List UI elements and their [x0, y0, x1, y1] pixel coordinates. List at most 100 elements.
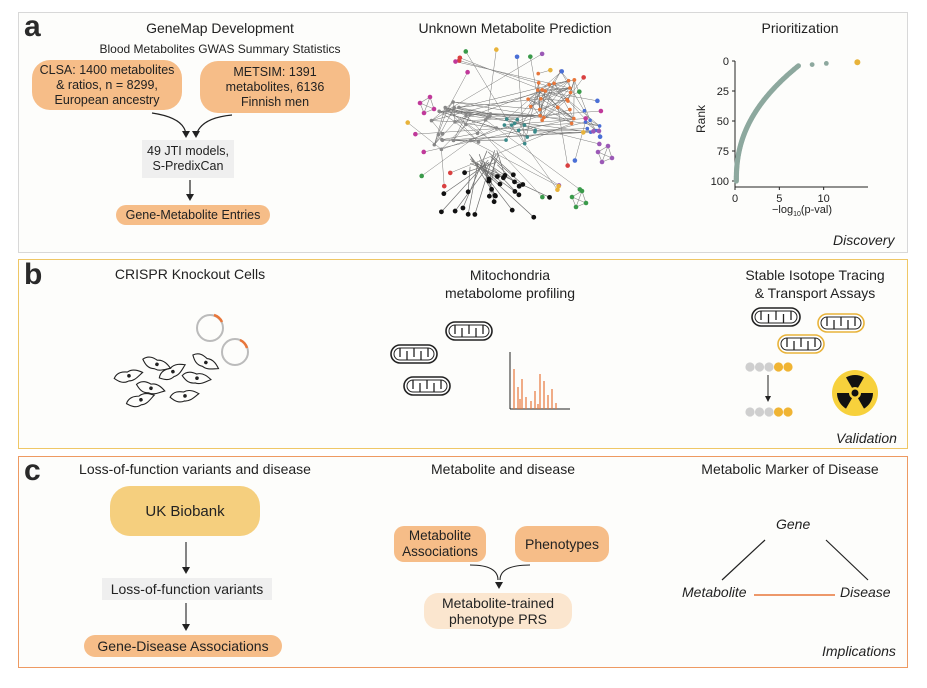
x-tick-label: 5: [776, 193, 782, 205]
outer-edge: [470, 140, 559, 187]
phenotypes-arrow: [499, 564, 531, 581]
network-node: [429, 118, 434, 123]
mitochondrion-icon: [390, 344, 438, 364]
jti-line-1: 49 JTI models,: [147, 144, 229, 158]
tree-node: [472, 212, 478, 217]
labeled-bead: [783, 362, 793, 372]
tree-node: [486, 178, 492, 184]
unlabeled-bead: [764, 407, 774, 417]
outer-node: [597, 134, 603, 140]
motif-edge: [571, 196, 587, 204]
prioritization-title: Prioritization: [761, 20, 839, 36]
outer-node: [514, 54, 520, 60]
outer-edge: [566, 77, 584, 100]
network-node: [582, 108, 587, 113]
unknown-metabolite-title: Unknown Metabolite Prediction: [418, 20, 612, 36]
network-node: [451, 138, 456, 143]
network-node: [464, 113, 468, 118]
network-node: [538, 113, 542, 118]
trefoil-blade: [837, 393, 852, 409]
network-edge: [553, 83, 575, 119]
metsim-line-2: metabolites, 6136: [225, 79, 325, 94]
motif-edge: [423, 96, 431, 114]
merge-arrowhead-1: [182, 131, 190, 138]
outer-edge: [487, 49, 497, 118]
outer-node: [419, 173, 424, 179]
outer-edge: [459, 57, 568, 100]
network-node: [585, 126, 590, 131]
tree-node: [486, 193, 492, 199]
clsa-line-2: & ratios, n = 8299,: [56, 77, 158, 92]
trefoil-blade: [846, 375, 864, 388]
tree-node: [512, 179, 517, 185]
mitochondria-icons: [390, 307, 865, 396]
tracing-arrowhead: [765, 396, 771, 402]
tree-node: [439, 209, 444, 215]
tree-node: [509, 207, 515, 213]
outer-node: [494, 47, 499, 52]
motif-node: [421, 110, 427, 116]
network-node: [516, 128, 521, 133]
network-node: [475, 131, 480, 136]
network-node: [536, 88, 540, 92]
network-node: [440, 138, 445, 143]
cell-nucleus: [171, 369, 175, 374]
outer-edge: [421, 140, 471, 177]
unlabeled-bead: [745, 362, 755, 372]
network-node: [566, 78, 571, 83]
outer-node: [540, 194, 545, 200]
panel-validation: [18, 259, 908, 449]
outer-edge: [534, 131, 584, 133]
merge-arrowhead-2: [192, 131, 200, 138]
network-edge: [545, 90, 558, 108]
outer-node: [556, 183, 561, 189]
network-node: [522, 123, 527, 127]
network-node: [528, 104, 533, 109]
cell-nucleus: [149, 386, 153, 391]
motif-node: [583, 200, 589, 206]
knockout-cells-icon: [113, 353, 220, 408]
gene-disease-edge: [825, 539, 869, 581]
labeled-bead: [783, 407, 793, 417]
network-node: [432, 142, 437, 147]
network-node: [476, 140, 481, 144]
tree-node: [502, 173, 508, 178]
motif-node: [595, 149, 601, 155]
metabolite-label: Metabolite: [682, 584, 747, 600]
plasmid-icon-2: [221, 338, 249, 366]
network-node: [457, 105, 461, 110]
network-edge: [543, 109, 570, 118]
outer-edge: [415, 123, 572, 135]
panel-letter-a: a: [24, 10, 41, 43]
cell-icon: [169, 389, 200, 403]
cell-outline: [169, 389, 200, 403]
tree-edge: [464, 162, 496, 174]
network-node: [536, 71, 541, 76]
tree-edge: [476, 162, 501, 185]
network-edge: [518, 130, 525, 144]
mass-spectrum-icon: [509, 352, 570, 410]
cell-icon: [135, 381, 166, 395]
network-edge: [434, 121, 456, 145]
network-edge: [453, 101, 540, 110]
tree-node: [516, 192, 522, 198]
y-tick-label: 75: [717, 146, 729, 158]
motif-edge: [575, 190, 583, 208]
lof-arrowhead: [182, 624, 190, 631]
cell-nucleus: [204, 360, 208, 365]
y-tick-label: 100: [711, 176, 729, 188]
network-node: [436, 132, 441, 137]
outer-edge: [442, 131, 594, 141]
isotope-title-line-1: Stable Isotope Tracing: [745, 267, 885, 283]
network-node: [540, 118, 544, 123]
motif-edge: [601, 145, 609, 163]
network-node: [464, 122, 468, 127]
genemap-title: GeneMap Development: [146, 20, 294, 36]
cell-icon: [142, 356, 172, 371]
network-node: [583, 120, 588, 124]
network-node: [568, 107, 572, 112]
x-tick-label: 10: [818, 193, 830, 205]
network-edge: [589, 120, 600, 127]
